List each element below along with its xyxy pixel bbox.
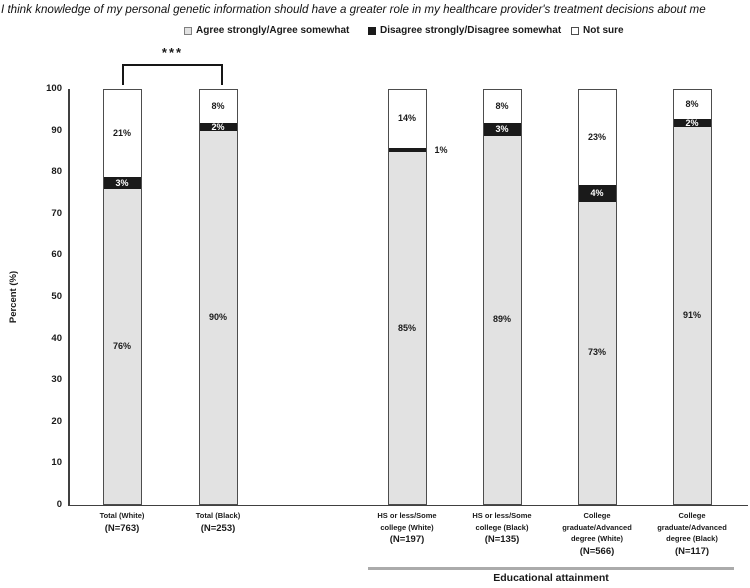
y-tick-label-100: 100 <box>46 83 62 94</box>
category-label: Total (Black) <box>195 511 241 520</box>
x-axis-line <box>68 504 748 506</box>
y-axis-line <box>68 89 70 505</box>
segment-value-label: 23% <box>587 132 606 143</box>
group-label: Educational attainment <box>493 572 609 584</box>
bar-hs-or-less-some-college-white: 85% 1% 14% <box>387 89 448 505</box>
bar-hs-or-less-some-college-black: 89% 3% 8% <box>482 89 522 505</box>
legend-swatch-agree-icon <box>184 26 192 35</box>
segment-agree: 90% <box>199 131 237 504</box>
segment-value-label: 89% <box>492 314 511 325</box>
segment-agree: 73% <box>578 201 616 504</box>
sample-size-label: (N=117) <box>674 545 710 557</box>
segment-value-label: 91% <box>682 310 701 321</box>
segment-disagree: 2% <box>673 117 711 128</box>
y-tick-label-10: 10 <box>51 457 62 469</box>
category-label: College graduate/Advanced degree (Black) <box>657 511 727 544</box>
segment-value-label: 73% <box>587 347 606 358</box>
y-tick-label-0: 0 <box>56 499 62 510</box>
x-label-college-graduate-advanced-degree-black: College graduate/Advanced degree (Black)… <box>644 510 740 557</box>
segment-value-label: 14% <box>397 113 416 124</box>
segment-value-label: 1% <box>434 144 448 155</box>
significance-bracket-right-tick <box>221 64 223 85</box>
segment-value-label: 3% <box>495 123 509 134</box>
segment-value-label: 8% <box>211 101 225 112</box>
x-label-hs-or-less-some-college-white: HS or less/Some college (White) (N=197) <box>359 510 455 545</box>
segment-not_sure: 14% <box>388 90 426 148</box>
legend-label-disagree: Disagree strongly/Disagree somewhat <box>380 25 562 36</box>
bar-total-black: 90% 2% 8% <box>198 89 238 505</box>
segment-not_sure: 21% <box>103 90 141 177</box>
segment-value-label: 90% <box>208 312 227 323</box>
y-tick-label-50: 50 <box>51 291 62 302</box>
group-underline <box>368 567 734 570</box>
segment-value-label: 4% <box>590 188 604 198</box>
legend-item-notsure: Not sure <box>571 25 624 36</box>
segment-value-label: 76% <box>112 341 131 352</box>
category-label: HS or less/Some college (Black) <box>472 511 532 532</box>
x-label-total-black: Total (Black) (N=253) <box>170 510 266 534</box>
segment-agree: 85% <box>388 152 426 504</box>
segment-value-label: 3% <box>115 177 129 188</box>
y-axis-title: Percent (%) <box>8 270 19 324</box>
segment-disagree: 3% <box>103 176 141 190</box>
chart-title: I think knowledge of my personal genetic… <box>1 3 706 16</box>
sample-size-label: (N=197) <box>389 534 425 546</box>
y-tick-label-60: 60 <box>51 249 62 261</box>
bar-total-white: 76% 3% 21% <box>102 89 142 505</box>
sample-size-label: (N=763) <box>104 522 140 534</box>
segment-value-label: 85% <box>397 322 416 333</box>
legend-item-disagree: Disagree strongly/Disagree somewhat <box>368 25 561 36</box>
segment-agree: 91% <box>673 127 711 504</box>
segment-agree: 89% <box>483 135 521 504</box>
y-tick-label-70: 70 <box>51 207 62 219</box>
bar-college-graduate-advanced-degree-black: 91% 2% 8% <box>672 89 712 505</box>
significance-bracket-left-tick <box>122 64 124 85</box>
segment-not_sure: 23% <box>578 90 616 186</box>
y-tick-label-20: 20 <box>51 415 62 427</box>
segment-value-label: 8% <box>685 99 699 109</box>
segment-value-label: 21% <box>112 127 131 138</box>
segment-agree: 76% <box>103 189 141 504</box>
segment-value-label: 8% <box>495 101 509 112</box>
legend-label-notsure: Not sure <box>583 25 624 36</box>
segment-value-label: 2% <box>685 117 699 128</box>
significance-stars: *** <box>161 45 184 60</box>
segment-not_sure: 8% <box>673 90 711 119</box>
segment-not_sure: 8% <box>483 90 521 124</box>
legend-item-agree: Agree strongly/Agree somewhat <box>184 25 349 36</box>
y-tick-label-30: 30 <box>51 374 62 386</box>
segment-disagree: 3% <box>483 123 521 136</box>
legend-swatch-notsure-icon <box>571 26 579 35</box>
x-label-hs-or-less-some-college-black: HS or less/Some college (Black) (N=135) <box>454 510 550 545</box>
segment-disagree: 2% <box>199 121 237 132</box>
sample-size-label: (N=253) <box>200 522 236 534</box>
x-label-college-graduate-advanced-degree-white: College graduate/Advanced degree (White)… <box>549 510 645 557</box>
y-tick-label-80: 80 <box>51 166 62 178</box>
y-tick-label-40: 40 <box>51 332 62 344</box>
category-label: Total (White) <box>99 511 145 520</box>
category-label: College graduate/Advanced degree (White) <box>562 511 632 544</box>
sample-size-label: (N=566) <box>579 545 615 557</box>
segment-disagree: 1% <box>388 145 448 154</box>
segment-disagree: 4% <box>578 185 616 202</box>
sample-size-label: (N=135) <box>484 534 520 546</box>
segment-not_sure: 8% <box>199 90 237 124</box>
segment-value-label: 2% <box>211 121 225 132</box>
significance-bracket-line <box>122 64 223 66</box>
legend-label-agree: Agree strongly/Agree somewhat <box>196 25 350 36</box>
legend-swatch-disagree-icon <box>368 26 376 35</box>
y-tick-label-90: 90 <box>51 124 62 136</box>
category-label: HS or less/Some college (White) <box>377 511 437 532</box>
bar-college-graduate-advanced-degree-white: 73% 4% 23% <box>577 89 617 505</box>
x-label-total-white: Total (White) (N=763) <box>74 510 170 534</box>
